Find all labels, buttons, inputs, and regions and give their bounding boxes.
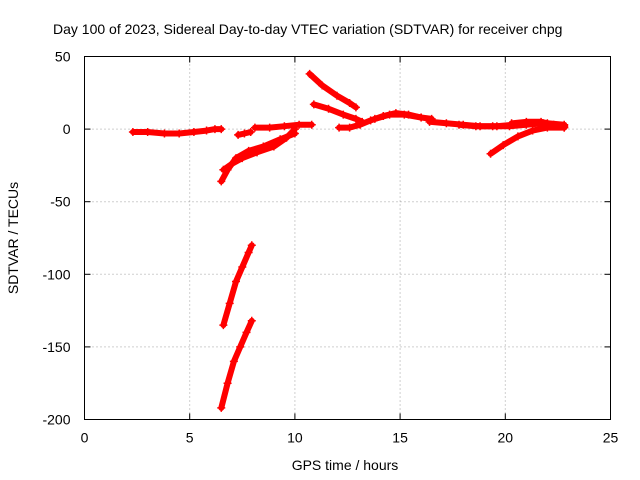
y-tick-label: 0: [63, 121, 71, 137]
data-point-marker: [425, 117, 434, 126]
data-point-marker: [229, 357, 238, 366]
data-series: [128, 69, 569, 412]
y-tick-label: -150: [42, 339, 70, 355]
data-point-marker: [488, 122, 497, 131]
data-point-marker: [324, 104, 333, 113]
data-point-marker: [217, 403, 226, 412]
data-point-marker: [219, 321, 228, 330]
data-point-marker: [240, 129, 249, 138]
data-point-marker: [236, 342, 245, 351]
data-point-marker: [351, 114, 360, 123]
series-trace: [218, 317, 255, 411]
data-point-marker: [370, 114, 379, 123]
grid-lines: [84, 56, 611, 420]
data-point-marker: [345, 123, 354, 132]
data-point-marker: [189, 128, 198, 137]
data-point-marker: [265, 123, 274, 132]
series-arc-01: [128, 125, 226, 138]
data-point-marker: [318, 81, 327, 90]
data-point-marker: [238, 263, 247, 272]
data-point-marker: [217, 125, 226, 134]
x-tick-label: 10: [287, 430, 303, 446]
data-point-marker: [305, 69, 314, 78]
series-arc-03: [217, 129, 299, 186]
data-point-marker: [223, 379, 232, 388]
x-axis-label: GPS time / hours: [292, 457, 399, 473]
x-tick-label: 20: [498, 430, 514, 446]
series-arc-11: [370, 110, 436, 123]
series-arc-15: [486, 123, 569, 158]
data-point-marker: [290, 129, 299, 138]
series-arc-08: [305, 69, 360, 112]
data-point-marker: [244, 248, 253, 257]
data-point-marker: [351, 103, 360, 112]
data-point-marker: [244, 146, 253, 155]
data-point-marker: [309, 100, 318, 109]
data-point-marker: [217, 177, 226, 186]
data-point-marker: [223, 165, 232, 174]
series-arc-05: [217, 316, 256, 412]
series-trace: [487, 124, 568, 157]
x-tick-label: 5: [186, 430, 194, 446]
data-point-marker: [486, 149, 495, 158]
data-point-marker: [385, 110, 394, 119]
data-point-marker: [231, 154, 240, 163]
data-point-marker: [455, 120, 464, 129]
series-trace: [220, 242, 255, 329]
data-point-marker: [471, 122, 480, 131]
data-point-marker: [507, 119, 516, 128]
data-point-marker: [543, 123, 552, 132]
data-point-marker: [250, 123, 259, 132]
data-point-marker: [522, 117, 531, 126]
data-point-marker: [513, 132, 522, 141]
data-point-marker: [259, 142, 268, 151]
data-point-marker: [335, 123, 344, 132]
data-point-marker: [307, 120, 316, 129]
data-point-marker: [560, 123, 569, 132]
data-point-marker: [345, 98, 354, 107]
data-point-marker: [202, 126, 211, 135]
data-point-marker: [160, 129, 169, 138]
series-arc-07: [250, 120, 316, 132]
data-point-marker: [356, 120, 365, 129]
y-tick-label: -50: [50, 194, 70, 210]
data-point-marker: [280, 122, 289, 131]
data-point-marker: [499, 141, 508, 150]
data-point-marker: [234, 130, 243, 139]
data-point-marker: [175, 129, 184, 138]
data-point-marker: [246, 128, 255, 137]
data-point-marker: [332, 91, 341, 100]
data-point-marker: [225, 299, 234, 308]
data-point-marker: [295, 120, 304, 129]
chart-title: Day 100 of 2023, Sidereal Day-to-day VTE…: [53, 21, 562, 37]
data-point-marker: [339, 110, 348, 119]
data-point-marker: [528, 126, 537, 135]
axis-ticks: 0 5 10 15 20 25 -200 -150 -100 -50 0 50: [42, 49, 618, 446]
y-tick-label: -200: [42, 412, 70, 428]
data-point-marker: [400, 110, 409, 119]
y-axis-label: SDTVAR / TECUs: [5, 182, 21, 294]
x-tick-label: 15: [392, 430, 408, 446]
y-tick-label: -100: [42, 266, 70, 282]
series-arc-09: [309, 100, 367, 126]
data-point-marker: [247, 241, 256, 250]
plot-frame: [84, 56, 611, 420]
data-point-marker: [128, 128, 137, 137]
data-point-marker: [231, 277, 240, 286]
y-tick-label: 50: [55, 49, 71, 65]
data-point-marker: [247, 316, 256, 325]
data-point-marker: [242, 328, 251, 337]
data-point-marker: [143, 128, 152, 137]
series-arc-06: [234, 128, 255, 139]
x-tick-label: 0: [81, 430, 89, 446]
data-point-marker: [442, 119, 451, 128]
data-point-marker: [276, 135, 285, 144]
x-tick-label: 25: [603, 430, 619, 446]
series-arc-04: [219, 241, 256, 330]
data-point-marker: [417, 113, 426, 122]
data-point-marker: [537, 117, 546, 126]
